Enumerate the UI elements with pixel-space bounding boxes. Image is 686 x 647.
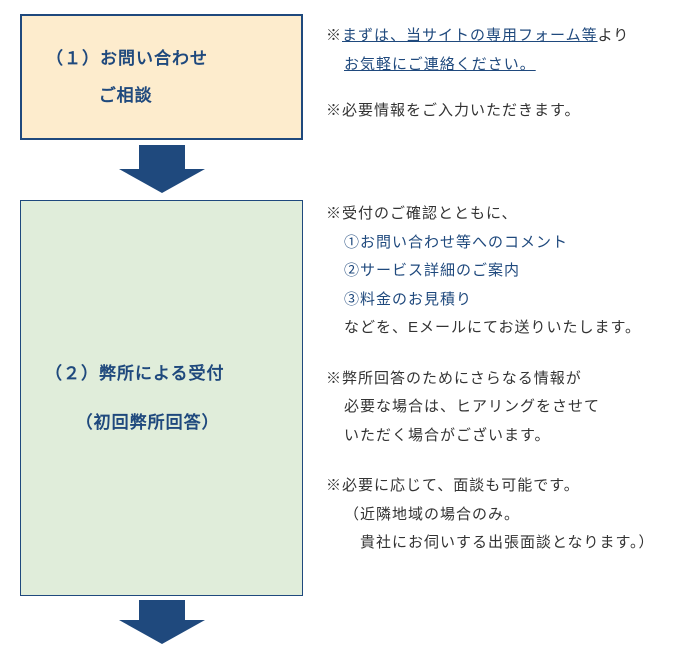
step-2-p2-l3: いただく場合がございます。 [326, 422, 551, 451]
step-1-box: （１）お問い合わせ ご相談 [20, 14, 303, 140]
step-2-title-line2: （初回弊所回答） [45, 404, 302, 441]
step-2-box: （２）弊所による受付 （初回弊所回答） [20, 200, 303, 596]
flow-diagram: （１）お問い合わせ ご相談 ※まずは、当サイトの専用フォーム等より お気軽にご連… [0, 0, 686, 647]
step-1-p2: ※必要情報をご入力いただきます。 [326, 97, 629, 126]
step-2-p3-l2: （近隣地域の場合のみ。 [326, 501, 520, 530]
step-1-title-line1: （１）お問い合わせ [46, 40, 301, 77]
step-2-description: ※受付のご確認とともに、 ①お問い合わせ等へのコメント ②サービス詳細のご案内 … [326, 200, 655, 558]
bullet-mark: ※ [326, 27, 342, 44]
step-2-p3-l1: ※必要に応じて、面談も可能です。 [326, 472, 655, 501]
step-1-p1: ※まずは、当サイトの専用フォーム等より お気軽にご連絡ください。 [326, 22, 629, 79]
step-1-p1-tail: より [598, 27, 630, 44]
step-2-p3-l3: 貴社にお伺いする出張面談となります。） [326, 529, 655, 558]
step-1-description: ※まずは、当サイトの専用フォーム等より お気軽にご連絡ください。 ※必要情報をご… [326, 22, 629, 126]
step-2-p2-l1: ※弊所回答のためにさらなる情報が [326, 365, 655, 394]
step-2-p1-b3: ③料金のお見積り [326, 286, 472, 315]
step-2-p2-l2: 必要な場合は、ヒアリングをさせて [326, 393, 600, 422]
step-1-link-2[interactable]: お気軽にご連絡ください。 [344, 56, 536, 73]
arrow-down-1 [119, 145, 205, 193]
step-2-title-line1: （２）弊所による受付 [45, 355, 302, 392]
step-1-title-line2: ご相談 [46, 77, 301, 114]
step-2-p1-l1: ※受付のご確認とともに、 [326, 200, 655, 229]
arrow-down-2 [119, 600, 205, 644]
step-2-p1-b2: ②サービス詳細のご案内 [326, 257, 520, 286]
step-2-p1-b1: ①お問い合わせ等へのコメント [326, 229, 568, 258]
step-1-link-1[interactable]: まずは、当サイトの専用フォーム等 [342, 27, 598, 44]
step-2-p1-tail: などを、Eメールにてお送りいたします。 [326, 314, 641, 343]
